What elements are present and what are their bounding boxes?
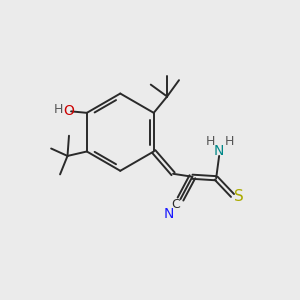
Text: O: O — [64, 104, 74, 118]
Text: N: N — [164, 207, 174, 221]
Text: C: C — [172, 198, 180, 211]
Text: H: H — [206, 135, 215, 148]
Text: H: H — [225, 135, 234, 148]
Text: H: H — [54, 103, 63, 116]
Text: N: N — [214, 144, 224, 158]
Text: S: S — [234, 190, 243, 205]
